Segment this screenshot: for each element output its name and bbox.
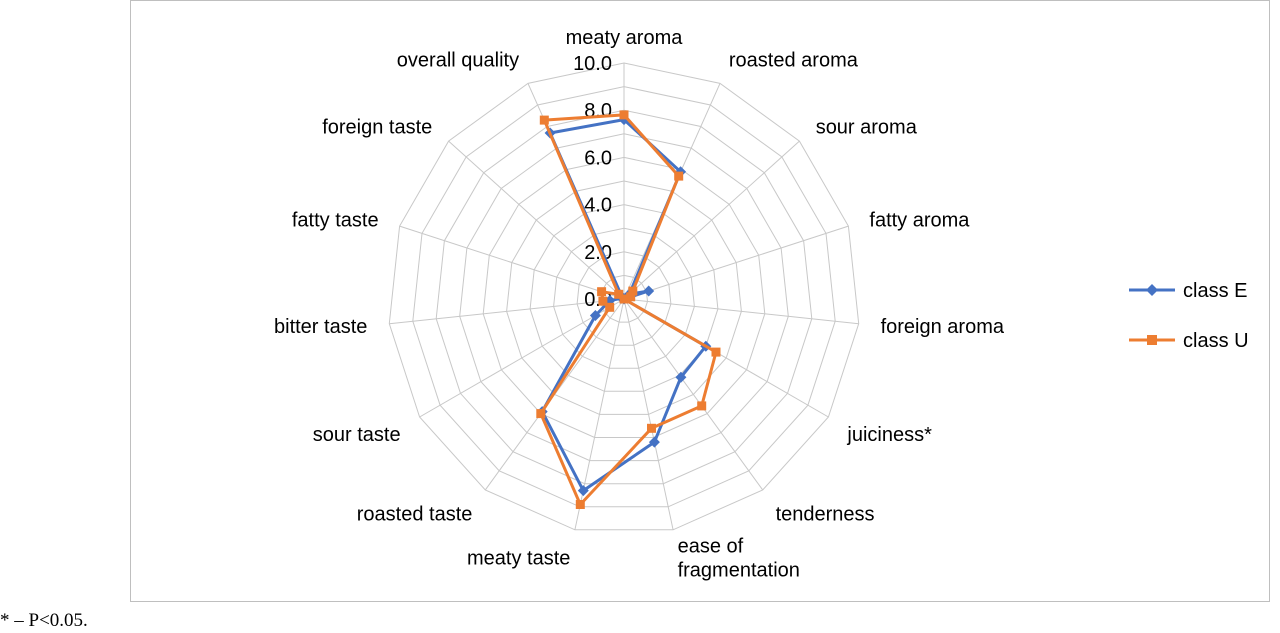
- radial-tick-label: 6.0: [584, 147, 612, 169]
- grid-spoke: [623, 298, 859, 325]
- category-label: bitter taste: [274, 316, 367, 338]
- grid-spoke: [448, 140, 625, 300]
- grid-spoke: [389, 298, 625, 325]
- legend-label: class E: [1183, 280, 1247, 302]
- grid-spoke: [623, 140, 800, 300]
- data-point: [675, 371, 687, 383]
- data-series: [536, 110, 721, 509]
- category-label: sour taste: [313, 424, 401, 446]
- category-label: overall quality: [397, 49, 519, 71]
- category-label: ease of fragmentation: [678, 535, 800, 581]
- data-point: [697, 401, 707, 411]
- category-label: roasted taste: [357, 504, 473, 526]
- grid-ring: [506, 180, 742, 415]
- grid-ring: [553, 227, 695, 369]
- chart-area: 0.0 2.0 4.0 6.0 8.0 10.0 meaty aroma roasted a…: [130, 0, 1270, 602]
- series-class-U: [536, 110, 721, 509]
- grid-ring: [482, 156, 766, 438]
- data-point: [647, 423, 656, 433]
- data-point: [605, 302, 615, 312]
- radial-tick-labels: 0.02.04.06.08.010.0: [573, 53, 612, 311]
- data-point: [674, 171, 684, 181]
- data-point: [597, 287, 607, 297]
- data-point: [648, 436, 660, 448]
- category-labels: meaty aroma roasted aroma sour aroma fatty …: [274, 27, 1005, 581]
- grid-ring: [435, 109, 813, 485]
- data-point: [626, 292, 636, 302]
- category-label: fatty aroma: [869, 209, 970, 231]
- grid-ring: [576, 251, 672, 346]
- legend-item: class E: [1129, 280, 1247, 302]
- grid-ring: [459, 133, 789, 462]
- data-point: [589, 310, 601, 321]
- data-point: [711, 347, 721, 357]
- radial-tick-label: 4.0: [584, 195, 612, 217]
- grid-spoke: [419, 298, 625, 418]
- category-label: juiciness*: [846, 424, 932, 446]
- grid-spoke: [399, 225, 625, 300]
- footnote: * – P<0.05.: [0, 610, 88, 631]
- category-label: roasted aroma: [729, 49, 859, 71]
- category-label: tenderness: [776, 504, 875, 526]
- data-point: [619, 110, 629, 120]
- category-label: foreign taste: [322, 116, 432, 138]
- grid-ring: [412, 86, 836, 508]
- data-point: [536, 409, 546, 419]
- legend: class E class U: [1129, 280, 1249, 352]
- data-point: [539, 115, 549, 125]
- data-point: [619, 294, 629, 304]
- category-label: meaty aroma: [566, 27, 684, 49]
- data-point: [614, 289, 624, 299]
- category-label: meaty taste: [467, 547, 570, 569]
- data-point: [628, 286, 638, 296]
- category-label: fatty taste: [292, 209, 379, 231]
- legend-marker: [1147, 335, 1157, 345]
- grid-spoke: [623, 298, 764, 491]
- grid-ring: [529, 204, 719, 392]
- legend-item: class U: [1129, 330, 1249, 352]
- radial-tick-label: 10.0: [573, 53, 612, 75]
- data-point: [577, 485, 589, 497]
- data-point: [575, 500, 585, 509]
- grid-spoke: [623, 225, 849, 300]
- data-point: [643, 285, 655, 297]
- radial-tick-label: 8.0: [584, 100, 612, 122]
- grid-ring: [388, 62, 860, 531]
- data-point: [598, 296, 608, 306]
- legend-marker: [1146, 284, 1158, 296]
- legend-label: class U: [1183, 330, 1249, 352]
- category-label: foreign aroma: [881, 316, 1005, 338]
- grid-spoke: [623, 298, 674, 530]
- category-label: sour aroma: [816, 116, 918, 138]
